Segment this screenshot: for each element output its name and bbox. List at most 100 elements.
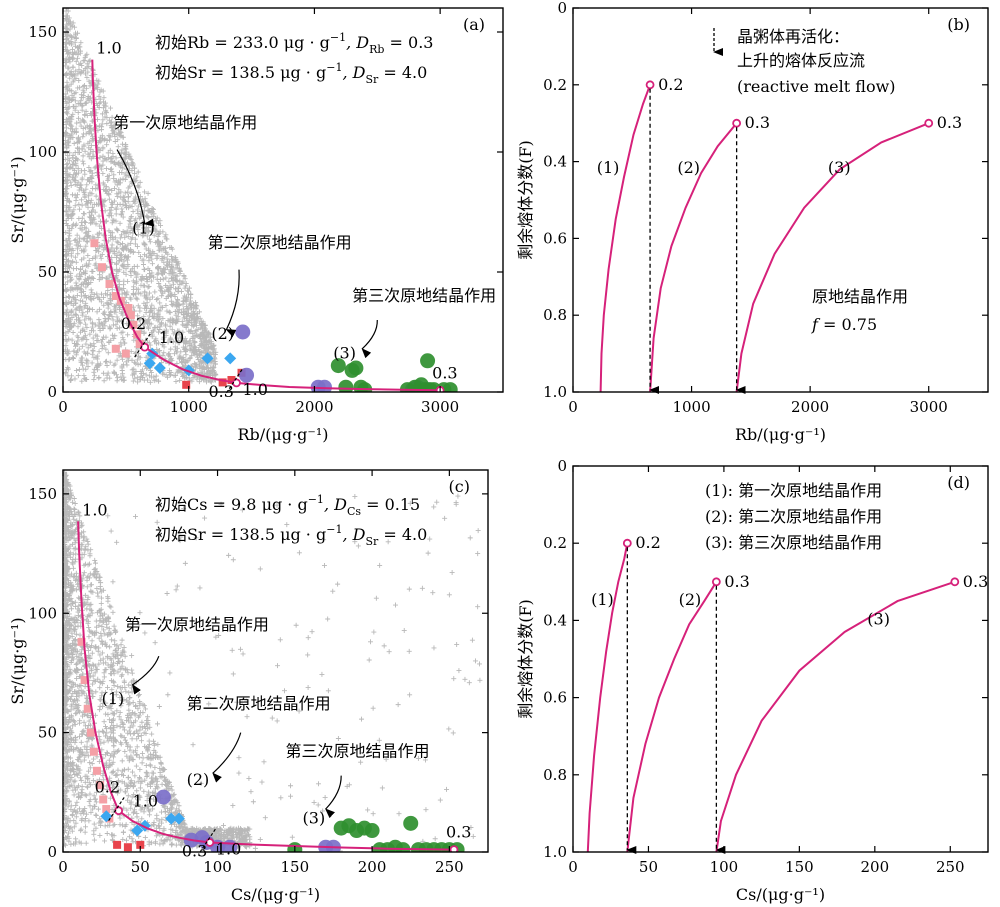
background-cross: [83, 198, 89, 204]
background-cross: [181, 273, 187, 278]
background-cross: [141, 702, 147, 708]
background-cross: [108, 207, 114, 213]
background-cross: [139, 719, 145, 725]
background-cross: [116, 249, 122, 255]
background-cross: [113, 218, 119, 224]
background-cross: [69, 55, 75, 61]
background-cross: [128, 240, 134, 246]
background-cross: [226, 552, 232, 558]
background-cross: [108, 671, 114, 677]
background-cross: [82, 247, 88, 253]
curve-number: (1): [597, 158, 620, 177]
background-cross: [96, 759, 102, 765]
background-cross: [117, 201, 123, 207]
background-cross: [81, 190, 87, 196]
background-cross: [76, 61, 82, 67]
background-cross: [150, 796, 156, 802]
background-cross: [162, 323, 168, 329]
background-cross: [72, 740, 78, 746]
background-cross: [101, 302, 107, 308]
background-cross: [73, 58, 79, 64]
background-cross: [67, 356, 73, 362]
background-cross: [121, 194, 127, 200]
y-axis-label: 剩余熔体分数(F): [516, 140, 535, 260]
background-cross: [128, 799, 134, 805]
background-cross: [83, 71, 89, 77]
background-cross: [141, 788, 147, 794]
background-cross: [98, 601, 104, 607]
background-cross: [105, 287, 111, 293]
background-cross: [114, 772, 120, 778]
background-cross: [142, 777, 148, 783]
background-cross: [72, 107, 78, 113]
background-cross: [158, 760, 164, 766]
background-cross: [176, 808, 182, 814]
background-cross: [67, 377, 73, 383]
background-cross: [94, 585, 100, 591]
data-point-square: [182, 380, 191, 389]
background-cross: [134, 278, 140, 284]
background-cross: [352, 539, 358, 545]
background-cross: [101, 319, 107, 325]
background-cross: [128, 225, 134, 231]
background-cross: [170, 302, 176, 308]
background-cross: [158, 266, 164, 272]
background-cross: [70, 135, 76, 141]
background-cross: [164, 806, 170, 812]
background-cross: [145, 754, 151, 760]
background-cross: [427, 536, 433, 542]
background-cross: [70, 691, 76, 697]
background-cross: [178, 534, 184, 540]
background-data-cloud: [63, 8, 219, 385]
background-cross: [159, 816, 165, 822]
background-cross: [172, 276, 178, 282]
background-cross: [278, 795, 284, 801]
background-cross: [147, 236, 153, 242]
background-cross: [114, 266, 120, 272]
background-cross: [76, 510, 82, 516]
background-cross: [385, 539, 391, 545]
background-cross: [173, 320, 179, 326]
curve-label: 1.0: [159, 328, 184, 347]
background-cross: [133, 752, 139, 758]
background-cross: [72, 507, 78, 513]
background-cross: [99, 690, 105, 696]
background-cross: [78, 828, 84, 834]
background-cross: [72, 254, 78, 260]
background-cross: [145, 714, 151, 720]
background-cross: [373, 595, 379, 601]
background-cross: [406, 648, 412, 654]
background-cross: [63, 59, 69, 65]
background-cross: [64, 100, 70, 106]
background-cross: [158, 285, 164, 291]
background-cross: [134, 744, 140, 750]
background-cross: [77, 298, 83, 304]
background-cross: [163, 275, 169, 281]
background-cross: [72, 203, 78, 209]
background-cross: [169, 327, 175, 333]
background-cross: [144, 233, 150, 239]
background-cross: [77, 303, 83, 309]
background-cross: [98, 740, 104, 746]
background-cross: [64, 183, 70, 189]
background-cross: [104, 730, 110, 736]
background-cross: [386, 649, 392, 655]
background-cross: [76, 216, 82, 222]
background-cross: [132, 165, 138, 171]
background-cross: [174, 626, 180, 632]
background-cross: [66, 263, 72, 269]
background-cross: [85, 594, 91, 600]
background-cross: [246, 775, 252, 781]
background-cross: [108, 656, 114, 662]
background-cross: [173, 265, 179, 271]
y-axis: 00.20.40.60.81.0: [543, 0, 988, 401]
data-point-square: [105, 280, 114, 288]
background-cross: [93, 575, 99, 581]
background-cross: [159, 293, 165, 299]
background-cross: [63, 288, 69, 294]
background-cross: [112, 235, 118, 241]
background-cross: [75, 136, 81, 142]
background-cross: [64, 213, 70, 219]
background-cross: [257, 837, 263, 843]
background-cross: [118, 189, 124, 195]
